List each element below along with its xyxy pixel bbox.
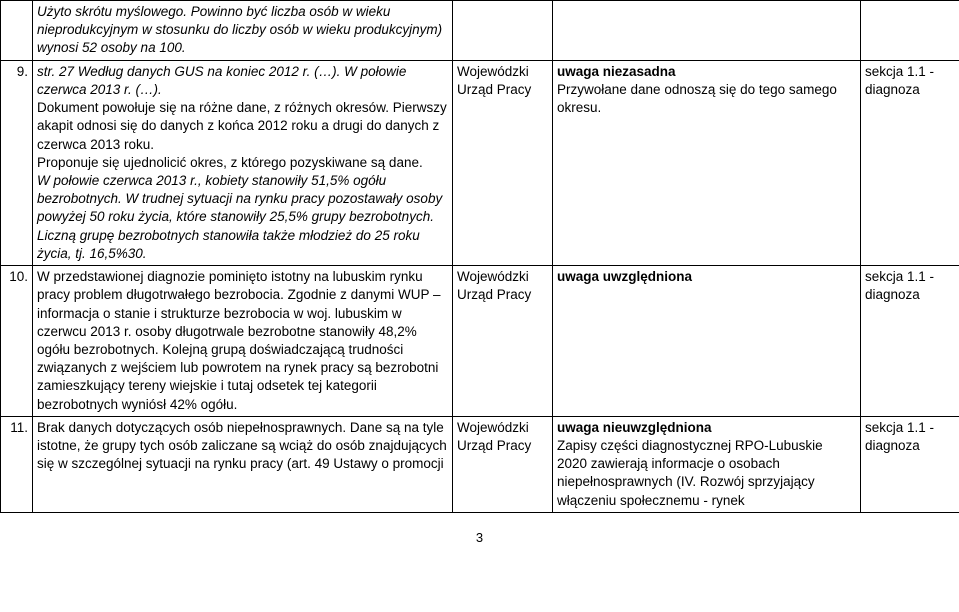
- row-source: [453, 1, 553, 61]
- page-number: 3: [0, 513, 959, 547]
- row-num: 11.: [1, 416, 33, 512]
- row-body: str. 27 Według danych GUS na koniec 2012…: [33, 60, 453, 265]
- response-text: Zapisy części diagnostycznej RPO-Lubuski…: [557, 438, 823, 508]
- row-section: [861, 1, 959, 61]
- main-table: Użyto skrótu myślowego. Powinno być licz…: [0, 0, 959, 513]
- table-row: 9. str. 27 Według danych GUS na koniec 2…: [1, 60, 959, 265]
- table-row: 10. W przedstawionej diagnozie pominięto…: [1, 266, 959, 417]
- row-source: Wojewódzki Urząd Pracy: [453, 416, 553, 512]
- row-response: uwaga uwzględniona: [553, 266, 861, 417]
- response-bold: uwaga nieuwzględniona: [557, 420, 712, 435]
- row-section: sekcja 1.1 - diagnoza: [861, 416, 959, 512]
- row-section: sekcja 1.1 - diagnoza: [861, 266, 959, 417]
- body-italic: Użyto skrótu myślowego. Powinno być licz…: [37, 4, 442, 55]
- body-text: Dokument powołuje się na różne dane, z r…: [37, 100, 447, 151]
- body-italic: W połowie czerwca 2013 r., kobiety stano…: [37, 173, 442, 261]
- response-bold: uwaga uwzględniona: [557, 269, 692, 284]
- row-num: 10.: [1, 266, 33, 417]
- body-italic: str. 27 Według danych GUS na koniec 2012…: [37, 64, 406, 97]
- table-row: 11. Brak danych dotyczących osób niepełn…: [1, 416, 959, 512]
- row-section: sekcja 1.1 - diagnoza: [861, 60, 959, 265]
- row-response: [553, 1, 861, 61]
- response-text: Przywołane dane odnoszą się do tego same…: [557, 82, 837, 115]
- row-body: Użyto skrótu myślowego. Powinno być licz…: [33, 1, 453, 61]
- row-num: [1, 1, 33, 61]
- row-source: Wojewódzki Urząd Pracy: [453, 60, 553, 265]
- table-row: Użyto skrótu myślowego. Powinno być licz…: [1, 1, 959, 61]
- row-source: Wojewódzki Urząd Pracy: [453, 266, 553, 417]
- row-response: uwaga niezasadna Przywołane dane odnoszą…: [553, 60, 861, 265]
- row-num: 9.: [1, 60, 33, 265]
- row-body: Brak danych dotyczących osób niepełnospr…: [33, 416, 453, 512]
- body-text: Proponuje się ujednolicić okres, z które…: [37, 155, 423, 170]
- row-body: W przedstawionej diagnozie pominięto ist…: [33, 266, 453, 417]
- row-response: uwaga nieuwzględniona Zapisy części diag…: [553, 416, 861, 512]
- response-bold: uwaga niezasadna: [557, 64, 676, 79]
